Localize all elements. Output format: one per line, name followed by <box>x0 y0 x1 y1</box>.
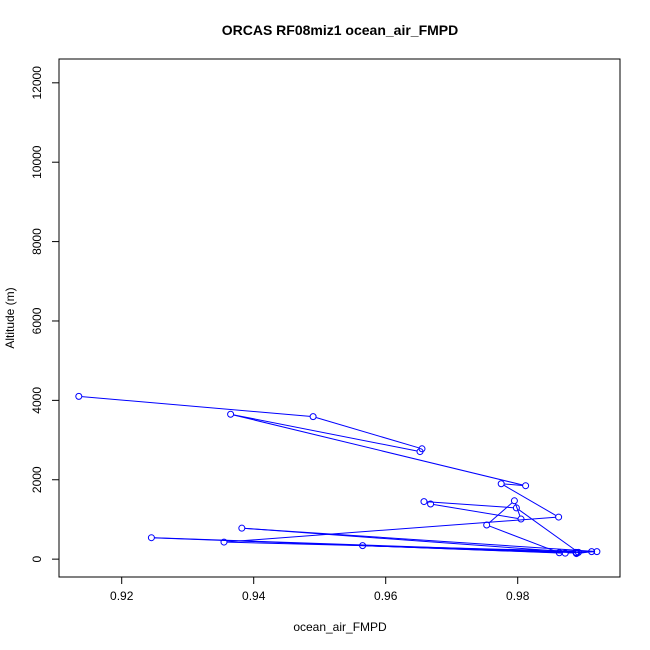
series-segment <box>504 483 523 486</box>
series-segment <box>154 537 576 553</box>
series-segment <box>81 396 311 417</box>
data-point <box>572 549 580 557</box>
data-point <box>75 392 83 400</box>
data-point <box>522 482 530 490</box>
data-point <box>593 548 601 556</box>
data-point <box>427 500 435 508</box>
series-segment <box>233 414 418 452</box>
data-point <box>497 480 505 488</box>
y-tick-label: 0 <box>30 555 44 562</box>
y-tick-label: 12000 <box>30 66 44 100</box>
plot-frame <box>58 58 621 578</box>
y-tick-label: 6000 <box>30 307 44 334</box>
data-point <box>510 497 518 505</box>
data-point <box>555 549 563 557</box>
data-point <box>517 515 525 523</box>
x-tick-label: 0.94 <box>242 589 266 603</box>
chart-title: ORCAS RF08miz1 ocean_air_FMPD <box>222 22 459 38</box>
series-segment <box>315 417 420 449</box>
x-tick-label: 0.96 <box>374 589 398 603</box>
series-layer <box>75 392 601 558</box>
data-point <box>420 498 428 506</box>
y-tick-label: 8000 <box>30 228 44 255</box>
data-point <box>238 524 246 532</box>
data-point <box>220 538 228 546</box>
series-segment <box>433 503 519 520</box>
data-point <box>483 521 491 529</box>
series-segment <box>226 516 556 543</box>
y-tick-label: 4000 <box>30 387 44 414</box>
y-axis: 0 2000 4000 6000 8000 10000 12000 <box>30 66 60 562</box>
x-axis: 0.92 0.94 0.96 0.98 <box>110 576 530 603</box>
data-point <box>555 513 563 521</box>
data-point <box>359 542 367 550</box>
data-point <box>309 413 317 421</box>
x-tick-label: 0.92 <box>110 589 134 603</box>
data-point <box>147 534 155 542</box>
series-segment <box>514 503 521 517</box>
series-segment <box>365 545 574 554</box>
y-axis-label: Altitude (m) <box>3 287 17 348</box>
series-segment <box>503 484 557 516</box>
data-point <box>227 410 235 418</box>
series-segment <box>518 509 577 552</box>
data-point <box>588 548 596 556</box>
data-point <box>512 504 520 512</box>
series-segment <box>244 527 594 552</box>
y-tick-label: 10000 <box>30 145 44 179</box>
x-tick-label: 0.98 <box>506 589 530 603</box>
series-segment <box>488 502 513 524</box>
series-segment <box>489 525 557 553</box>
series-segment <box>233 414 523 486</box>
series-segment <box>426 501 514 509</box>
y-tick-label: 2000 <box>30 466 44 493</box>
x-axis-label: ocean_air_FMPD <box>293 620 387 634</box>
data-point <box>416 448 424 456</box>
